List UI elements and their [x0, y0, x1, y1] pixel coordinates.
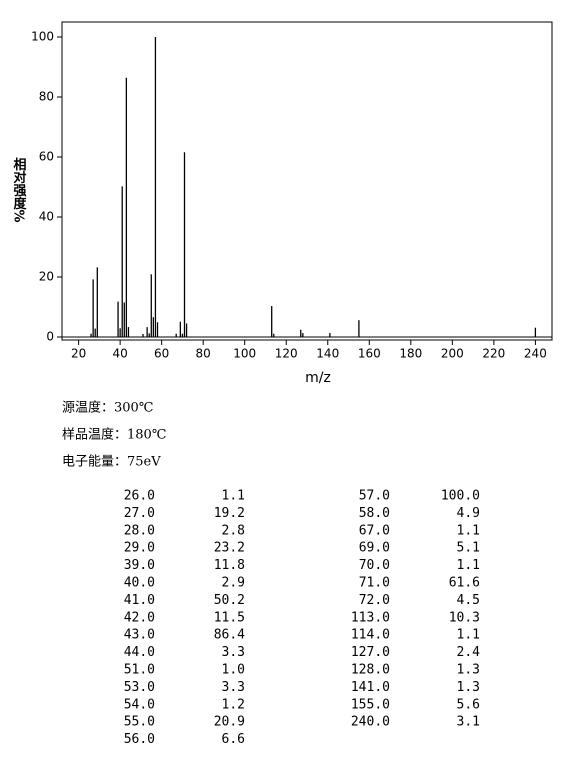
- y-axis-label: 相对强度%: [11, 157, 27, 223]
- x-axis-label: m/z: [305, 370, 331, 386]
- mz-cell: 53.0: [124, 680, 155, 695]
- x-tick-label: 180: [399, 347, 422, 361]
- intensity-cell: 2.8: [222, 523, 245, 538]
- mz-cell: 44.0: [124, 645, 155, 660]
- mz-cell: 67.0: [359, 523, 390, 538]
- intensity-cell: 50.2: [214, 593, 245, 608]
- mz-cell: 41.0: [124, 593, 155, 608]
- mz-cell: 127.0: [351, 645, 390, 660]
- x-tick-label: 140: [316, 347, 339, 361]
- y-tick-label: 40: [39, 210, 54, 224]
- mz-cell: 51.0: [124, 663, 155, 678]
- intensity-cell: 1.3: [457, 680, 480, 695]
- y-tick-label: 60: [39, 150, 54, 164]
- mz-cell: 240.0: [351, 715, 390, 730]
- intensity-cell: 1.1: [457, 628, 480, 643]
- x-tick-label: 60: [154, 347, 169, 361]
- intensity-cell: 5.1: [457, 541, 480, 556]
- mz-cell: 141.0: [351, 680, 390, 695]
- mz-cell: 69.0: [359, 541, 390, 556]
- x-tick-label: 80: [196, 347, 211, 361]
- mz-cell: 114.0: [351, 628, 390, 643]
- mz-cell: 26.0: [124, 489, 155, 504]
- mz-cell: 40.0: [124, 576, 155, 591]
- mz-cell: 27.0: [124, 506, 155, 521]
- x-tick-label: 40: [112, 347, 127, 361]
- y-tick-label: 100: [31, 30, 54, 44]
- x-tick-label: 240: [524, 347, 547, 361]
- intensity-cell: 1.1: [457, 523, 480, 538]
- mz-cell: 58.0: [359, 506, 390, 521]
- condition: 电子能量：75eV: [62, 455, 161, 470]
- intensity-cell: 2.9: [222, 576, 245, 591]
- intensity-cell: 5.6: [457, 697, 480, 712]
- mz-cell: 71.0: [359, 576, 390, 591]
- intensity-cell: 1.1: [222, 489, 245, 504]
- mz-cell: 29.0: [124, 541, 155, 556]
- mz-cell: 55.0: [124, 715, 155, 730]
- intensity-cell: 20.9: [214, 715, 245, 730]
- intensity-cell: 1.2: [222, 697, 245, 712]
- mz-cell: 57.0: [359, 489, 390, 504]
- intensity-cell: 1.1: [457, 558, 480, 573]
- intensity-cell: 6.6: [222, 732, 245, 747]
- x-tick-label: 100: [233, 347, 256, 361]
- intensity-cell: 10.3: [449, 610, 480, 625]
- x-tick-label: 220: [482, 347, 505, 361]
- mz-cell: 72.0: [359, 593, 390, 608]
- mz-cell: 43.0: [124, 628, 155, 643]
- intensity-cell: 100.0: [441, 489, 480, 504]
- mz-cell: 70.0: [359, 558, 390, 573]
- intensity-cell: 11.8: [214, 558, 245, 573]
- intensity-cell: 3.1: [457, 715, 480, 730]
- intensity-cell: 23.2: [214, 541, 245, 556]
- mz-cell: 113.0: [351, 610, 390, 625]
- intensity-cell: 3.3: [222, 680, 245, 695]
- condition: 源温度：300℃: [62, 400, 153, 416]
- y-tick-label: 20: [39, 270, 54, 284]
- mz-cell: 28.0: [124, 523, 155, 538]
- intensity-cell: 1.0: [222, 663, 245, 678]
- x-tick-label: 200: [441, 347, 464, 361]
- intensity-cell: 4.5: [457, 593, 480, 608]
- intensity-cell: 11.5: [214, 610, 245, 625]
- mz-cell: 39.0: [124, 558, 155, 573]
- mz-cell: 128.0: [351, 663, 390, 678]
- intensity-cell: 86.4: [214, 628, 245, 643]
- intensity-cell: 19.2: [214, 506, 245, 521]
- intensity-cell: 61.6: [449, 576, 480, 591]
- condition: 样品温度：180℃: [62, 427, 166, 443]
- intensity-cell: 1.3: [457, 663, 480, 678]
- x-tick-label: 20: [71, 347, 86, 361]
- y-tick-label: 80: [39, 90, 54, 104]
- x-tick-label: 120: [275, 347, 298, 361]
- intensity-cell: 3.3: [222, 645, 245, 660]
- plot-frame: [61, 21, 553, 341]
- mz-cell: 155.0: [351, 697, 390, 712]
- intensity-cell: 2.4: [457, 645, 481, 660]
- intensity-cell: 4.9: [457, 506, 480, 521]
- x-tick-label: 160: [358, 347, 381, 361]
- y-tick-label: 0: [46, 330, 54, 344]
- mz-cell: 56.0: [124, 732, 155, 747]
- mz-cell: 42.0: [124, 610, 155, 625]
- mz-cell: 54.0: [124, 697, 155, 712]
